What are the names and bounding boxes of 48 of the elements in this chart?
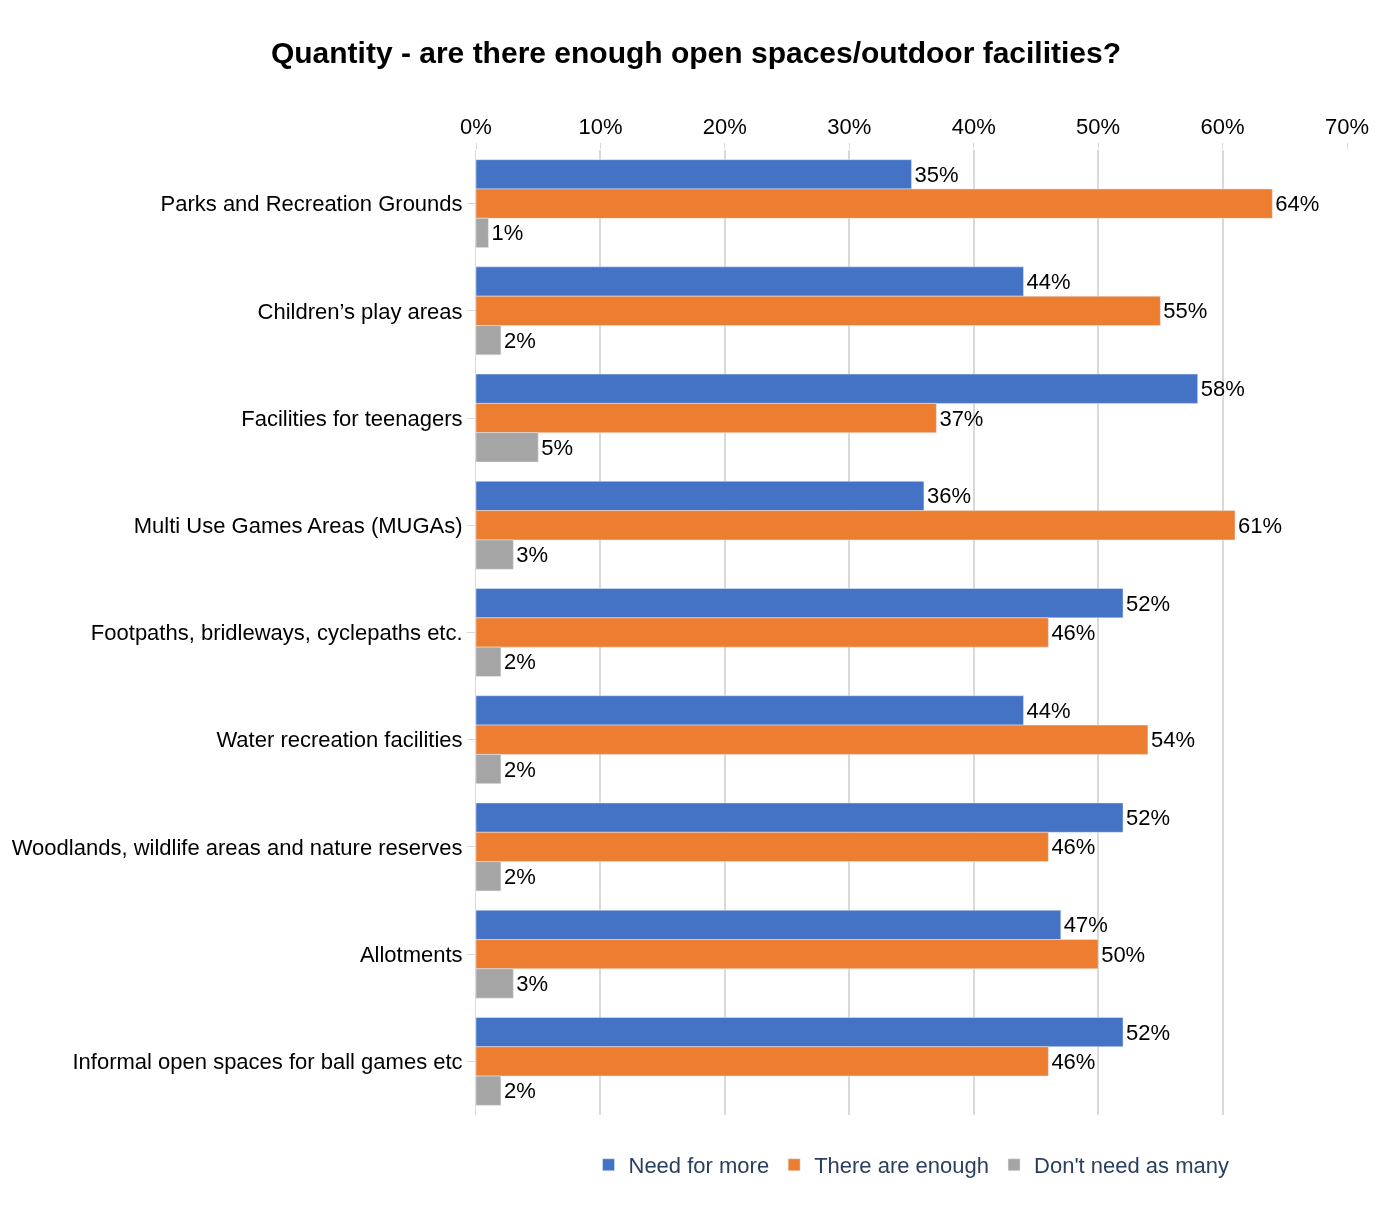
y-tick-label: Multi Use Games Areas (MUGAs) xyxy=(133,512,463,538)
data-label: 35% xyxy=(914,161,959,187)
data-label: 2% xyxy=(503,756,536,782)
x-tick-label: 10% xyxy=(578,114,623,140)
y-tick-label: Water recreation facilities xyxy=(216,727,463,753)
x-tick-label: 0% xyxy=(460,114,492,140)
data-label: 2% xyxy=(503,1078,536,1104)
data-label: 50% xyxy=(1101,941,1146,967)
data-label: 61% xyxy=(1238,512,1283,538)
legend-label: There are enough xyxy=(814,1153,990,1179)
data-label: 44% xyxy=(1026,697,1071,723)
data-label: 52% xyxy=(1126,590,1171,616)
x-tick-label: 40% xyxy=(951,114,996,140)
data-label: 46% xyxy=(1051,620,1096,645)
x-tick-label: 60% xyxy=(1200,114,1245,140)
data-label: 37% xyxy=(939,405,984,431)
data-label: 46% xyxy=(1051,834,1096,860)
data-label: 44% xyxy=(1026,269,1071,295)
data-label: 1% xyxy=(491,220,524,246)
chart-title: Quantity - are there enough open spaces/outdoor facilities? xyxy=(270,36,1122,70)
data-label: 2% xyxy=(503,327,536,353)
y-tick-label: Allotments xyxy=(359,941,463,967)
data-label: 52% xyxy=(1126,805,1171,831)
data-label: 36% xyxy=(926,483,971,509)
x-tick-label: 30% xyxy=(827,114,872,140)
x-tick-label: 20% xyxy=(702,114,747,140)
data-label: 3% xyxy=(516,542,549,568)
data-label: 5% xyxy=(541,434,574,460)
legend-label: Don't need as many xyxy=(1034,1153,1230,1179)
legend-label: Need for more xyxy=(628,1153,770,1179)
data-label: 46% xyxy=(1051,1048,1096,1074)
data-label: 55% xyxy=(1163,298,1208,324)
x-tick-label: 50% xyxy=(1076,114,1121,140)
x-tick-label: 70% xyxy=(1324,114,1370,140)
data-label: 52% xyxy=(1126,1019,1171,1045)
data-label: 47% xyxy=(1063,912,1108,938)
y-tick-label: Children’s play areas xyxy=(257,298,463,324)
y-tick-label: Parks and Recreation Grounds xyxy=(160,191,463,217)
data-label: 3% xyxy=(516,970,549,996)
y-tick-label: Informal open spaces for ball games etc xyxy=(72,1049,463,1075)
data-label: 2% xyxy=(503,863,536,889)
y-tick-label: Woodlands, wildlife areas and nature reserves xyxy=(11,834,463,860)
y-tick-label: Footpaths, bridleways, cyclepaths etc. xyxy=(90,620,463,646)
data-label: 2% xyxy=(503,649,536,675)
data-label: 58% xyxy=(1200,376,1245,402)
data-label: 64% xyxy=(1275,191,1320,217)
y-tick-label: Facilities for teenagers xyxy=(241,405,463,431)
data-label: 54% xyxy=(1150,727,1195,753)
